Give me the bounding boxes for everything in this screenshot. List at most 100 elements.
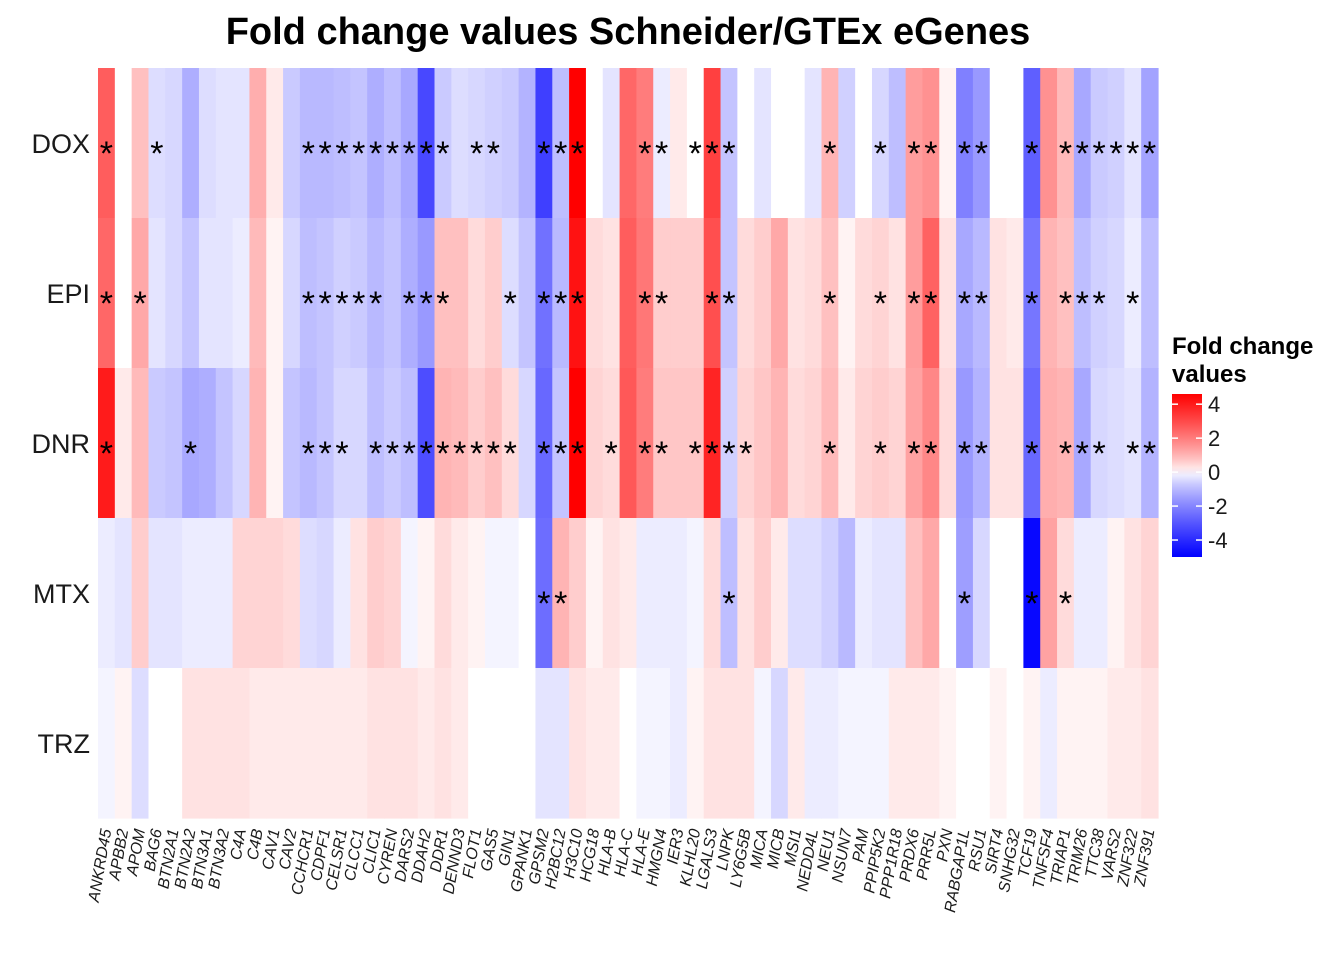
heatmap-cell	[619, 668, 638, 819]
heatmap-cell	[1141, 518, 1159, 669]
heatmap-cell	[98, 518, 116, 669]
significance-star: *	[1126, 135, 1139, 173]
heatmap-cell	[266, 218, 284, 369]
significance-star: *	[554, 435, 567, 473]
heatmap-cell	[585, 68, 604, 219]
heatmap-cell	[182, 668, 200, 819]
heatmap-cell	[972, 218, 991, 369]
heatmap-cell	[501, 68, 520, 219]
heatmap-cell	[1124, 368, 1142, 519]
heatmap-cell	[131, 518, 150, 669]
heatmap-cell	[350, 68, 368, 219]
significance-star: *	[689, 135, 702, 173]
heatmap-cell	[400, 368, 419, 519]
heatmap-cell	[384, 368, 402, 519]
heatmap-cell	[1073, 218, 1092, 369]
heatmap-cell	[501, 218, 520, 369]
heatmap-cell	[249, 368, 267, 519]
significance-star: *	[352, 135, 365, 173]
heatmap-cell	[939, 218, 957, 369]
significance-star: *	[874, 285, 887, 323]
significance-star: *	[571, 285, 584, 323]
heatmap-cell	[417, 668, 436, 819]
heatmap-cell	[1006, 368, 1024, 519]
heatmap-cell	[198, 218, 217, 369]
heatmap-cell	[552, 68, 570, 219]
heatmap-cell	[720, 518, 738, 669]
heatmap-cell	[165, 518, 183, 669]
significance-star: *	[470, 435, 483, 473]
heatmap-cell	[737, 368, 755, 519]
significance-star: *	[436, 135, 449, 173]
significance-star: *	[706, 435, 719, 473]
significance-star: *	[335, 435, 348, 473]
heatmap-cell	[720, 668, 738, 819]
heatmap-cell	[972, 518, 991, 669]
heatmap-cell	[468, 518, 486, 669]
heatmap-cell	[148, 518, 166, 669]
heatmap-cell	[114, 668, 133, 819]
significance-star: *	[419, 135, 432, 173]
significance-star: *	[689, 435, 702, 473]
heatmap-cell	[1040, 518, 1058, 669]
row-labels: DOX EPI DNR MTX TRZ	[31, 129, 90, 759]
legend-colorbar	[1172, 394, 1202, 557]
color-legend: Fold change values 4 2 0 -2 -4	[1172, 333, 1313, 557]
significance-star: *	[319, 135, 332, 173]
significance-star: *	[335, 135, 348, 173]
heatmap-cell	[266, 368, 284, 519]
significance-star: *	[403, 135, 416, 173]
heatmap-cell	[1040, 218, 1058, 369]
heatmap-cell	[703, 68, 722, 219]
heatmap-cell	[299, 218, 318, 369]
heatmap-cell	[888, 368, 907, 519]
heatmap-cell	[148, 68, 166, 219]
heatmap-cell	[787, 368, 806, 519]
heatmap-cell	[569, 68, 587, 219]
heatmap-cell	[787, 518, 806, 669]
heatmap-cell	[198, 668, 217, 819]
column-label: GIN1	[496, 828, 519, 868]
heatmap-cell	[283, 68, 301, 219]
row-label: DNR	[32, 429, 91, 459]
heatmap-cell	[468, 68, 486, 219]
significance-star: *	[537, 435, 550, 473]
significance-star: *	[436, 435, 449, 473]
significance-star: *	[1059, 285, 1072, 323]
heatmap-cell	[535, 518, 553, 669]
significance-star: *	[1025, 285, 1038, 323]
significance-star: *	[638, 435, 651, 473]
heatmap-cell	[434, 518, 452, 669]
heatmap-cell	[989, 518, 1008, 669]
heatmap-cell	[771, 368, 789, 519]
heatmap-cell	[771, 518, 789, 669]
significance-star: *	[823, 135, 836, 173]
heatmap-cell	[939, 668, 957, 819]
heatmap-cell	[198, 368, 217, 519]
heatmap-cell	[333, 68, 351, 219]
legend-tick-label: -4	[1208, 528, 1228, 553]
heatmap-cell	[653, 218, 671, 369]
significance-star: *	[537, 585, 550, 623]
heatmap-cell	[131, 218, 150, 369]
heatmap-cell	[1090, 668, 1109, 819]
heatmap-cell	[232, 218, 251, 369]
heatmap-cell	[215, 68, 234, 219]
chart-title: Fold change values Schneider/GTEx eGenes	[226, 11, 1031, 53]
heatmap-cell	[771, 668, 789, 819]
heatmap-cell	[1107, 68, 1125, 219]
heatmap-cell	[972, 68, 991, 219]
significance-star: *	[403, 285, 416, 323]
significance-star: *	[975, 135, 988, 173]
heatmap-cell	[552, 518, 570, 669]
significance-star: *	[352, 285, 365, 323]
significance-star: *	[722, 285, 735, 323]
heatmap-cell	[1090, 218, 1109, 369]
heatmap-cell	[165, 668, 183, 819]
heatmap-cell	[1040, 368, 1058, 519]
significance-star: *	[554, 285, 567, 323]
heatmap-cell	[98, 368, 116, 519]
heatmap-cell	[703, 668, 722, 819]
legend-ticks: 4 2 0 -2 -4	[1172, 392, 1228, 553]
significance-star: *	[655, 435, 668, 473]
